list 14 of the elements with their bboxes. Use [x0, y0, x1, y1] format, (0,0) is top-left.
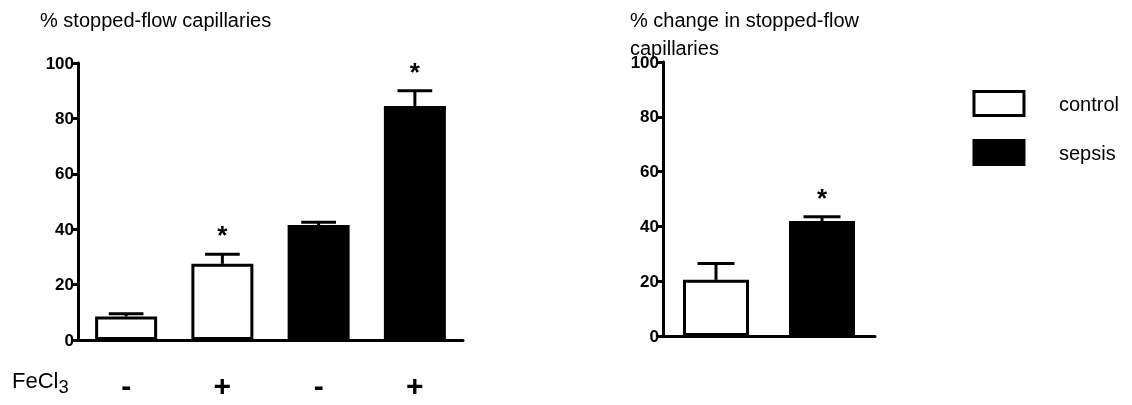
y-tick-label: 100 [45, 53, 74, 73]
legend-label: control [1058, 92, 1119, 115]
y-tick-label: 80 [640, 107, 659, 127]
data-label: * [217, 220, 229, 251]
y-tick-label: 80 [55, 108, 74, 128]
x-tick-label: + [406, 368, 424, 402]
x-tick-label: - [313, 368, 324, 402]
x-tick-label: - [121, 368, 132, 402]
legend-label: sepsis [1058, 141, 1116, 164]
x-axis-title: FeCl$_{3}$ [12, 368, 69, 399]
data-label: * [816, 182, 828, 213]
y-axis-title: % stopped-flow capillaries [40, 8, 273, 33]
x-tick-label: + [213, 368, 232, 402]
data-label: * [409, 56, 421, 87]
